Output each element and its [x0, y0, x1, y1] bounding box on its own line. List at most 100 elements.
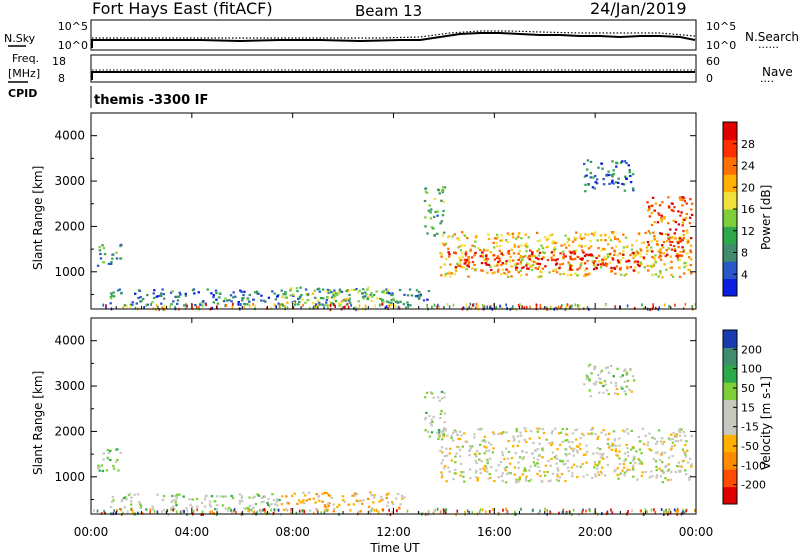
heatmap-cell — [626, 447, 629, 450]
heatmap-cell — [468, 449, 471, 452]
heatmap-cell — [689, 244, 693, 247]
heatmap-cell — [444, 465, 447, 468]
heatmap-cell — [525, 264, 528, 267]
heatmap-cell — [160, 292, 163, 295]
heatmap-cell — [254, 291, 257, 294]
heatmap-cell — [260, 501, 263, 504]
heatmap-cell — [444, 272, 447, 276]
heatmap-cell — [518, 250, 521, 253]
heatmap-cell — [347, 306, 350, 310]
heatmap-cell — [276, 295, 279, 298]
heatmap-cell — [454, 267, 457, 270]
heatmap-cell — [585, 377, 588, 380]
heatmap-cell — [596, 452, 599, 455]
heatmap-cell — [201, 510, 204, 514]
heatmap-cell — [655, 469, 658, 472]
heatmap-cell — [626, 432, 630, 435]
heatmap-cell — [626, 304, 629, 308]
heatmap-cell — [648, 215, 652, 218]
heatmap-cell — [450, 459, 454, 462]
heatmap-cell — [610, 231, 614, 234]
heatmap-cell — [528, 479, 531, 483]
heatmap-cell — [591, 476, 594, 479]
heatmap-cell — [664, 466, 667, 469]
heatmap-cell — [456, 262, 459, 265]
heatmap-cell — [341, 300, 344, 303]
heatmap-cell — [500, 234, 503, 237]
heatmap-cell — [292, 306, 295, 310]
heatmap-cell — [442, 432, 445, 435]
heatmap-cell — [665, 511, 668, 515]
heatmap-cell — [238, 499, 242, 502]
heatmap-cell — [106, 448, 109, 452]
heatmap-cell — [536, 472, 539, 476]
heatmap-cell — [361, 295, 365, 298]
heatmap-cell — [594, 432, 597, 436]
heatmap-cell — [639, 255, 642, 258]
heatmap-cell — [568, 445, 572, 448]
heatmap-cell — [325, 492, 329, 495]
heatmap-cell — [634, 462, 637, 465]
heatmap-cell — [578, 443, 582, 446]
heatmap-cell — [110, 294, 114, 297]
heatmap-cell — [474, 452, 477, 455]
heatmap-cell — [644, 470, 647, 474]
heatmap-cell — [156, 493, 159, 496]
heatmap-cell — [497, 432, 500, 436]
heatmap-cell — [395, 300, 399, 303]
heatmap-cell — [553, 246, 556, 249]
heatmap-cell — [610, 247, 614, 250]
heatmap-cell — [628, 168, 631, 172]
heatmap-cell — [99, 257, 103, 260]
heatmap-cell — [623, 160, 627, 163]
heatmap-cell — [602, 178, 605, 181]
colorbar-swatch — [723, 417, 737, 435]
heatmap-cell — [596, 464, 599, 467]
heatmap-cell — [568, 452, 571, 455]
heatmap-cell — [371, 507, 374, 510]
heatmap-cell — [498, 260, 502, 263]
heatmap-cell — [680, 465, 683, 468]
heatmap-cell — [505, 268, 508, 271]
heatmap-cell — [562, 463, 565, 466]
heatmap-cell — [475, 302, 478, 306]
heatmap-cell — [370, 299, 373, 302]
heatmap-cell — [550, 256, 553, 259]
heatmap-cell — [570, 251, 573, 255]
heatmap-cell — [427, 209, 430, 212]
heatmap-cell — [274, 304, 276, 308]
heatmap-cell — [226, 299, 229, 302]
heatmap-cell — [326, 288, 330, 292]
heatmap-cell — [129, 500, 133, 503]
heatmap-cell — [315, 507, 318, 511]
heatmap-cell — [690, 463, 693, 466]
heatmap-cell — [186, 304, 188, 308]
heatmap-cell — [131, 303, 134, 306]
heatmap-cell — [473, 254, 476, 257]
heatmap-cell — [321, 303, 324, 306]
heatmap-cell — [527, 236, 530, 239]
heatmap-cell — [625, 161, 628, 165]
heatmap-cell — [483, 464, 487, 468]
heatmap-cell — [592, 176, 595, 179]
heatmap-cell — [613, 253, 616, 256]
heatmap-cell — [503, 467, 506, 470]
heatmap-cell — [216, 302, 220, 305]
heatmap-cell — [489, 306, 491, 310]
freq-label: Freq. — [12, 52, 39, 65]
heatmap-cell — [107, 452, 111, 455]
heatmap-cell — [566, 241, 569, 244]
heatmap-cell — [325, 301, 328, 304]
heatmap-cell — [189, 503, 192, 506]
heatmap-cell — [230, 300, 233, 303]
heatmap-cell — [495, 242, 498, 245]
heatmap-cell — [531, 452, 534, 455]
heatmap-cell — [611, 232, 614, 235]
heatmap-cell — [471, 303, 474, 307]
heatmap-cell — [662, 246, 665, 249]
heatmap-cell — [608, 182, 611, 185]
heatmap-cell — [377, 510, 380, 514]
heatmap-cell — [296, 290, 299, 293]
heatmap-cell — [621, 182, 624, 186]
heatmap-cell — [172, 508, 175, 512]
